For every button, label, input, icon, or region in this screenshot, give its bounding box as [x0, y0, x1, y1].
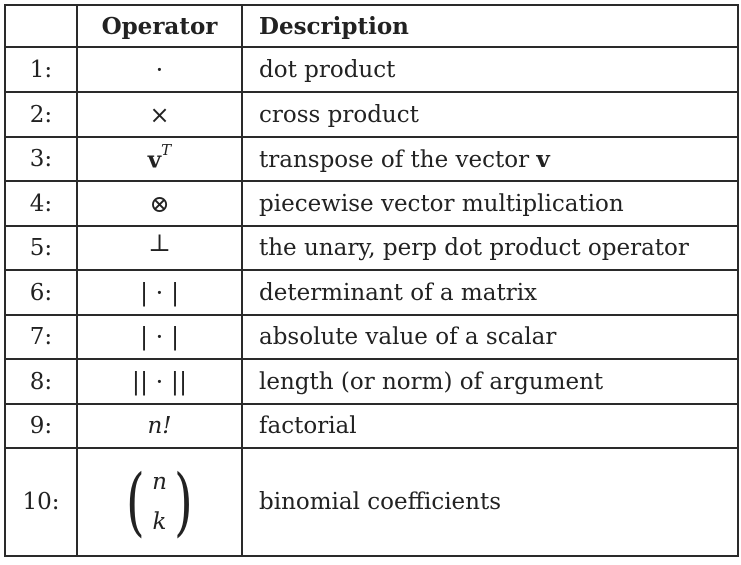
- row-number: 4:: [4, 180, 78, 227]
- table-row: 2: × cross product: [4, 91, 739, 138]
- operator-description: binomial coefficients: [241, 447, 739, 557]
- table-row: 3: vT transpose of the vector v: [4, 136, 739, 182]
- operator-description: determinant of a matrix: [241, 269, 739, 316]
- operator-description: transpose of the vector v: [241, 136, 739, 182]
- operator-symbol: ·: [76, 46, 243, 93]
- row-number: 3:: [4, 136, 78, 182]
- table-row: 10: ( n k ) binomial coefficients: [4, 447, 739, 557]
- left-paren: (: [126, 459, 146, 545]
- operator-description: absolute value of a scalar: [241, 314, 739, 360]
- vector-symbol: v: [147, 146, 162, 174]
- row-number: 5:: [4, 225, 78, 271]
- binomial-bottom: k: [152, 509, 167, 535]
- operator-symbol: || · ||: [76, 358, 243, 405]
- table-row: 1: · dot product: [4, 46, 739, 93]
- operator-symbol: | · |: [76, 314, 243, 360]
- operator-description: piecewise vector multiplication: [241, 180, 739, 227]
- table-row: 4: ⊗ piecewise vector multiplication: [4, 180, 739, 227]
- row-number: 8:: [4, 358, 78, 405]
- table-row: 6: | · | determinant of a matrix: [4, 269, 739, 316]
- operator-description: factorial: [241, 403, 739, 449]
- operator-symbol: ⊥: [76, 225, 243, 271]
- binomial-stack: n k: [152, 462, 167, 542]
- table-row: 7: | · | absolute value of a scalar: [4, 314, 739, 360]
- operator-description: cross product: [241, 91, 739, 138]
- operator-symbol: | · |: [76, 269, 243, 316]
- operator-symbol: ⊗: [76, 180, 243, 227]
- binomial-top: n: [152, 469, 167, 495]
- header-description: Description: [241, 4, 739, 48]
- table-row: 8: || · || length (or norm) of argument: [4, 358, 739, 405]
- operator-description: dot product: [241, 46, 739, 93]
- operator-symbol: vT: [76, 136, 243, 182]
- row-number: 2:: [4, 91, 78, 138]
- row-number: 1:: [4, 46, 78, 93]
- absolute-value-operator: | · |: [139, 323, 180, 351]
- dot-operator: ·: [155, 55, 164, 84]
- row-number: 7:: [4, 314, 78, 360]
- description-text: transpose of the vector: [259, 146, 530, 173]
- table-header-row: Operator Description: [4, 4, 739, 48]
- factorial-operator: n!: [147, 413, 172, 439]
- binomial-operator: ( n k ): [121, 462, 198, 542]
- row-number: 6:: [4, 269, 78, 316]
- row-number: 10:: [4, 447, 78, 557]
- operator-symbol: ×: [76, 91, 243, 138]
- transpose-superscript: T: [161, 140, 172, 159]
- norm-operator: || · ||: [131, 367, 188, 396]
- determinant-operator: | · |: [139, 278, 180, 307]
- operator-description: the unary, perp dot product operator: [241, 225, 739, 271]
- operator-table: Operator Description 1: · dot product 2:…: [4, 4, 739, 557]
- operator-symbol: ( n k ): [76, 447, 243, 557]
- otimes-operator: ⊗: [149, 189, 170, 218]
- header-number: [4, 4, 78, 48]
- table-row: 9: n! factorial: [4, 403, 739, 449]
- operator-description: length (or norm) of argument: [241, 358, 739, 405]
- right-paren: ): [173, 459, 193, 545]
- cross-operator: ×: [149, 100, 170, 129]
- vector-bold-label: v: [536, 145, 550, 173]
- row-number: 9:: [4, 403, 78, 449]
- perp-operator: ⊥: [148, 229, 171, 257]
- operator-symbol: n!: [76, 403, 243, 449]
- table-row: 5: ⊥ the unary, perp dot product operato…: [4, 225, 739, 271]
- header-operator: Operator: [76, 4, 243, 48]
